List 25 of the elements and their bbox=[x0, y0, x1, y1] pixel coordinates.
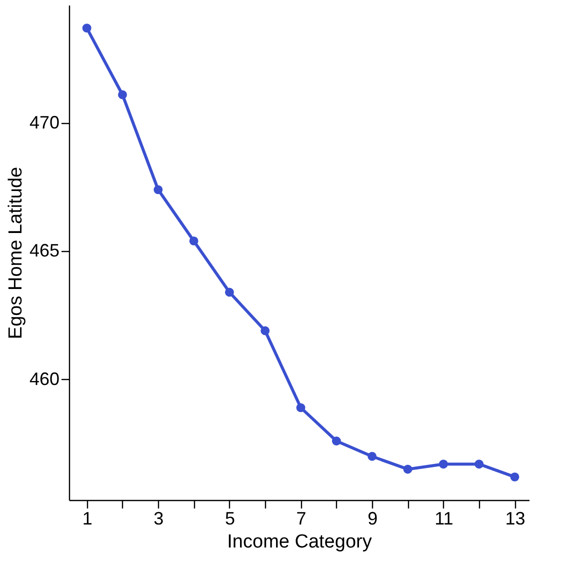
y-axis-title: Egos Home Latitude bbox=[5, 166, 26, 340]
point bbox=[403, 464, 412, 474]
x-tick-label: 13 bbox=[505, 508, 526, 528]
point bbox=[224, 288, 234, 297]
point bbox=[368, 452, 377, 461]
point bbox=[118, 90, 127, 100]
x-tick-label: 11 bbox=[434, 508, 454, 528]
point bbox=[438, 460, 448, 469]
point bbox=[474, 460, 484, 469]
y-tick-label: 460 bbox=[29, 368, 60, 389]
point bbox=[332, 436, 341, 446]
x-tick-label: 7 bbox=[296, 508, 306, 528]
x-tick-label: 3 bbox=[154, 508, 164, 528]
x-tick-label: 5 bbox=[224, 508, 235, 528]
point bbox=[154, 185, 163, 194]
point bbox=[296, 403, 306, 412]
x-axis-title: Income Category bbox=[227, 532, 372, 552]
point bbox=[189, 236, 198, 246]
point bbox=[260, 326, 270, 336]
point bbox=[82, 24, 92, 33]
x-tick-label: 1 bbox=[82, 508, 92, 528]
y-tick-label: 470 bbox=[29, 112, 60, 132]
y-tick-label: 465 bbox=[29, 240, 60, 261]
point bbox=[510, 472, 520, 482]
x-tick-label: 9 bbox=[368, 508, 378, 528]
